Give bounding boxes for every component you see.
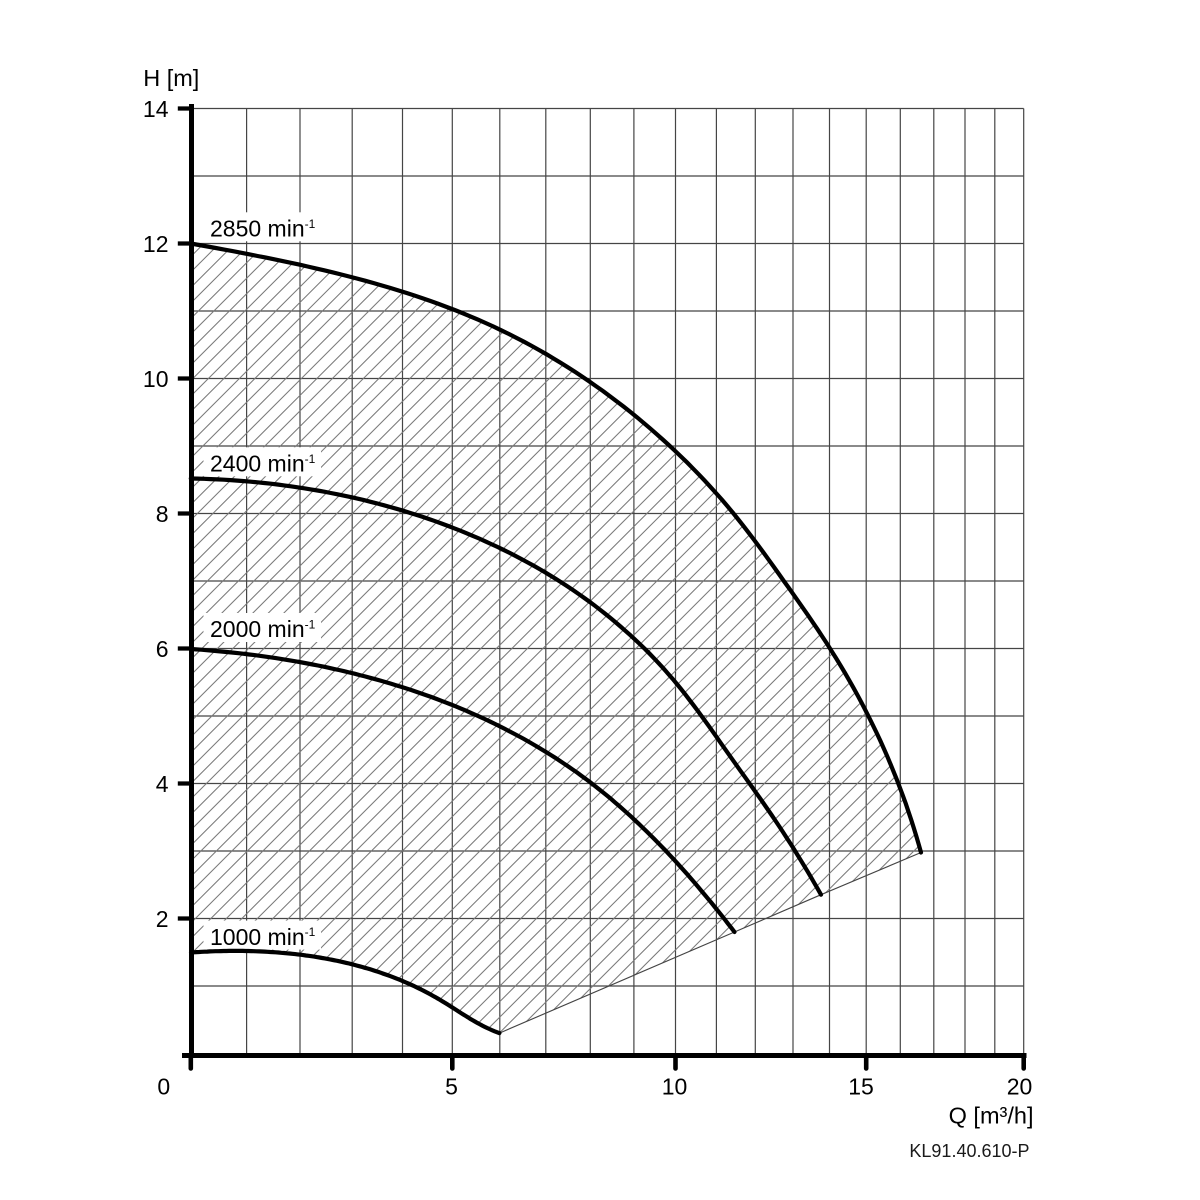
svg-text:H [m]: H [m] (143, 65, 199, 91)
svg-text:20: 20 (1007, 1074, 1033, 1100)
svg-text:Q [m³/h]: Q [m³/h] (949, 1103, 1034, 1129)
svg-text:2000 min-1: 2000 min-1 (210, 616, 316, 642)
svg-text:10: 10 (662, 1074, 688, 1100)
svg-text:KL91.40.610-P: KL91.40.610-P (909, 1141, 1029, 1161)
svg-text:0: 0 (157, 1074, 170, 1100)
svg-text:12: 12 (143, 231, 169, 257)
svg-text:4: 4 (156, 771, 169, 797)
svg-text:10: 10 (143, 366, 169, 392)
svg-text:2: 2 (156, 906, 169, 932)
svg-text:15: 15 (848, 1074, 874, 1100)
svg-text:1000 min-1: 1000 min-1 (210, 924, 316, 950)
svg-text:14: 14 (143, 96, 169, 122)
svg-text:6: 6 (156, 636, 169, 662)
svg-text:2850 min-1: 2850 min-1 (210, 216, 316, 242)
svg-text:2400 min-1: 2400 min-1 (210, 451, 316, 477)
svg-text:8: 8 (156, 501, 169, 527)
svg-text:5: 5 (445, 1074, 458, 1100)
